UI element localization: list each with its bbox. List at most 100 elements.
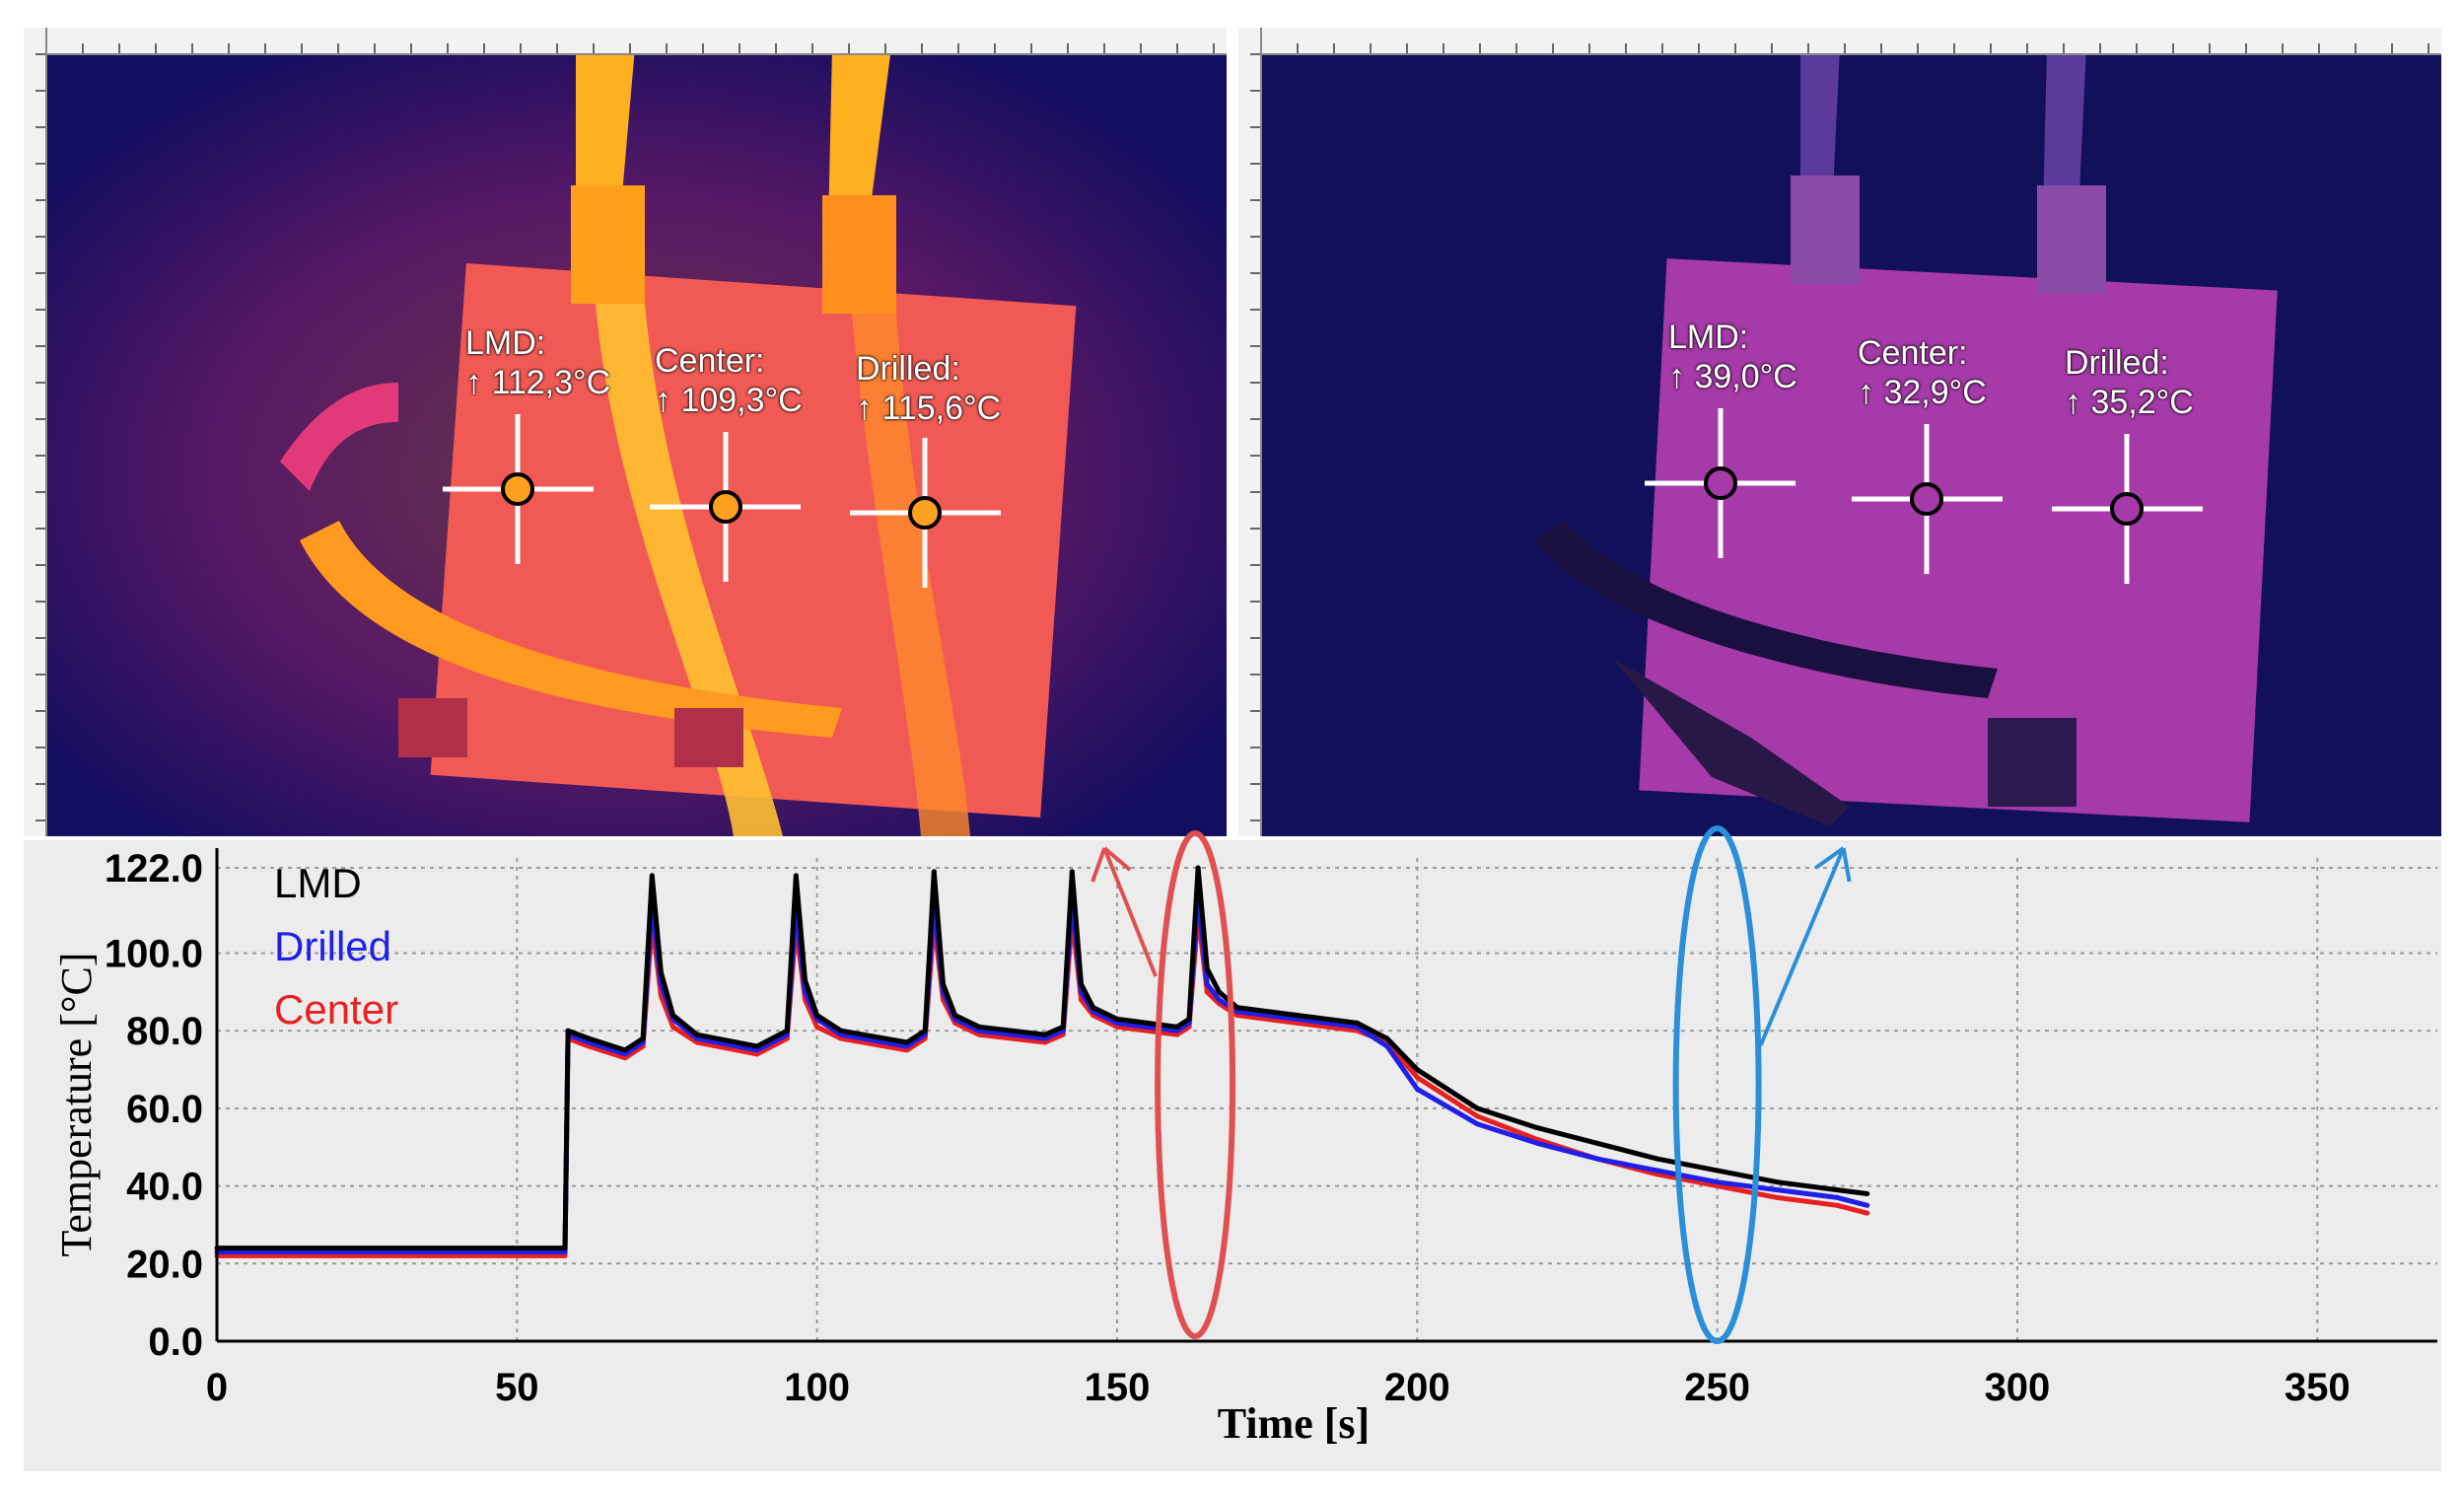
data-point-drilled	[1654, 1168, 1660, 1174]
data-point-center	[814, 1024, 820, 1030]
data-point-center	[1414, 1074, 1420, 1080]
ruler-top-left	[24, 28, 1227, 55]
chart-annotations	[1091, 825, 1852, 1344]
y-tick-label: 100.0	[105, 933, 203, 976]
spot-label-center-right: Center: ↑ 32,9°C	[1858, 334, 1987, 411]
x-tick-label: 250	[1684, 1366, 1750, 1409]
data-point-drilled	[1474, 1121, 1480, 1127]
data-point-lmd	[1216, 989, 1222, 995]
annotation-arrow-blue	[1758, 846, 1852, 1046]
y-tick-label: 40.0	[126, 1166, 203, 1209]
data-point-lmd	[1069, 869, 1075, 875]
data-point-drilled	[1384, 1043, 1390, 1049]
data-point-lmd	[1834, 1187, 1840, 1193]
crosshair-layer-right	[1645, 408, 2203, 584]
spot-label-lmd-left: LMD: ↑ 112,3°C	[465, 324, 611, 401]
data-point-drilled	[754, 1047, 760, 1053]
data-point-drilled	[1594, 1156, 1600, 1162]
data-point-center	[1474, 1113, 1480, 1119]
data-point-lmd	[1594, 1140, 1600, 1146]
data-point-center	[1042, 1039, 1048, 1045]
data-point-lmd	[793, 873, 799, 879]
spot-label-drilled-left: Drilled: ↑ 115,6°C	[856, 350, 1002, 427]
x-tick-label: 50	[495, 1366, 539, 1409]
data-point-lmd	[1474, 1105, 1480, 1111]
data-point-lmd	[952, 1013, 958, 1019]
legend-item-lmd: LMD	[274, 860, 362, 906]
data-point-lmd	[622, 1047, 628, 1053]
data-point-drilled	[562, 1249, 568, 1255]
data-point-lmd	[649, 873, 655, 879]
thermal-image-left: LMD: ↑ 112,3°C Center: ↑ 109,3°C Drilled: ↑…	[24, 28, 1227, 836]
data-point-drilled	[1114, 1020, 1120, 1026]
data-point-center	[622, 1055, 628, 1061]
spot-label-center-left: Center: ↑ 109,3°C	[655, 342, 803, 419]
spot-label-drilled-right: Drilled: ↑ 35,2°C	[2065, 344, 2194, 421]
data-point-lmd	[1174, 1024, 1180, 1030]
thermal-scene-left	[24, 28, 1227, 836]
annotation-ellipse-red	[1155, 830, 1236, 1339]
data-point-lmd	[1654, 1156, 1660, 1162]
data-point-drilled	[1204, 981, 1210, 987]
data-point-lmd	[1295, 1013, 1301, 1019]
data-point-lmd	[1414, 1067, 1420, 1073]
y-tick-label: 0.0	[148, 1320, 203, 1364]
data-point-lmd	[802, 977, 808, 983]
data-point-lmd	[1186, 1016, 1192, 1022]
data-point-lmd	[784, 1028, 790, 1033]
spot-marker-drilled	[2110, 492, 2144, 526]
y-tick-label: 20.0	[126, 1243, 203, 1286]
data-point-lmd	[814, 1013, 820, 1019]
data-point-drilled	[976, 1028, 982, 1033]
data-point-center	[1204, 989, 1210, 995]
data-point-lmd	[1060, 1024, 1066, 1030]
spot-marker-center	[709, 490, 742, 524]
annotation-arrow-red	[1091, 846, 1158, 977]
data-point-drilled	[1174, 1028, 1180, 1033]
y-axis-label: Temperature [°C]	[52, 953, 101, 1257]
data-point-drilled	[1534, 1140, 1540, 1146]
data-point-lmd	[658, 969, 664, 975]
data-point-center	[670, 1024, 676, 1030]
spot-marker-drilled	[908, 496, 942, 530]
data-point-center	[1834, 1202, 1840, 1208]
data-point-lmd	[922, 1028, 928, 1033]
x-tick-label: 300	[1985, 1366, 2051, 1409]
chart-series	[214, 865, 1870, 1258]
data-point-drilled	[1865, 1202, 1870, 1208]
data-point-lmd	[640, 1035, 646, 1041]
x-tick-label: 100	[784, 1366, 850, 1409]
data-point-center	[562, 1252, 568, 1258]
ruler-top-right	[1238, 28, 2441, 55]
data-point-lmd	[1354, 1020, 1360, 1026]
data-point-center	[754, 1051, 760, 1057]
data-point-lmd	[1114, 1016, 1120, 1022]
series-line-center	[217, 911, 1868, 1258]
data-point-lmd	[754, 1043, 760, 1049]
crosshair-layer-left	[443, 414, 1001, 588]
chart-legend: LMD Drilled Center	[274, 860, 398, 1033]
legend-item-drilled: Drilled	[274, 923, 391, 969]
data-point-drilled	[1774, 1187, 1780, 1193]
data-point-drilled	[1715, 1179, 1721, 1185]
x-tick-label: 350	[2285, 1366, 2351, 1409]
data-point-lmd	[1234, 1005, 1240, 1011]
x-tick-label: 0	[206, 1366, 228, 1409]
chart-grid	[217, 858, 2437, 1341]
data-point-center	[1865, 1210, 1870, 1216]
data-point-lmd	[694, 1032, 700, 1037]
data-point-center	[1174, 1032, 1180, 1037]
data-point-drilled	[1295, 1016, 1301, 1022]
data-point-lmd	[838, 1028, 844, 1033]
series-line-drilled	[217, 892, 1868, 1254]
x-tick-label: 200	[1384, 1366, 1450, 1409]
data-point-lmd	[1715, 1168, 1721, 1174]
legend-item-center: Center	[274, 986, 398, 1033]
data-point-lmd	[1865, 1190, 1870, 1196]
thermal-scene-right	[1238, 28, 2441, 836]
data-point-lmd	[1078, 981, 1084, 987]
data-point-lmd	[1534, 1125, 1540, 1131]
data-point-lmd	[1384, 1035, 1390, 1041]
annotation-ellipse-blue	[1672, 825, 1762, 1344]
